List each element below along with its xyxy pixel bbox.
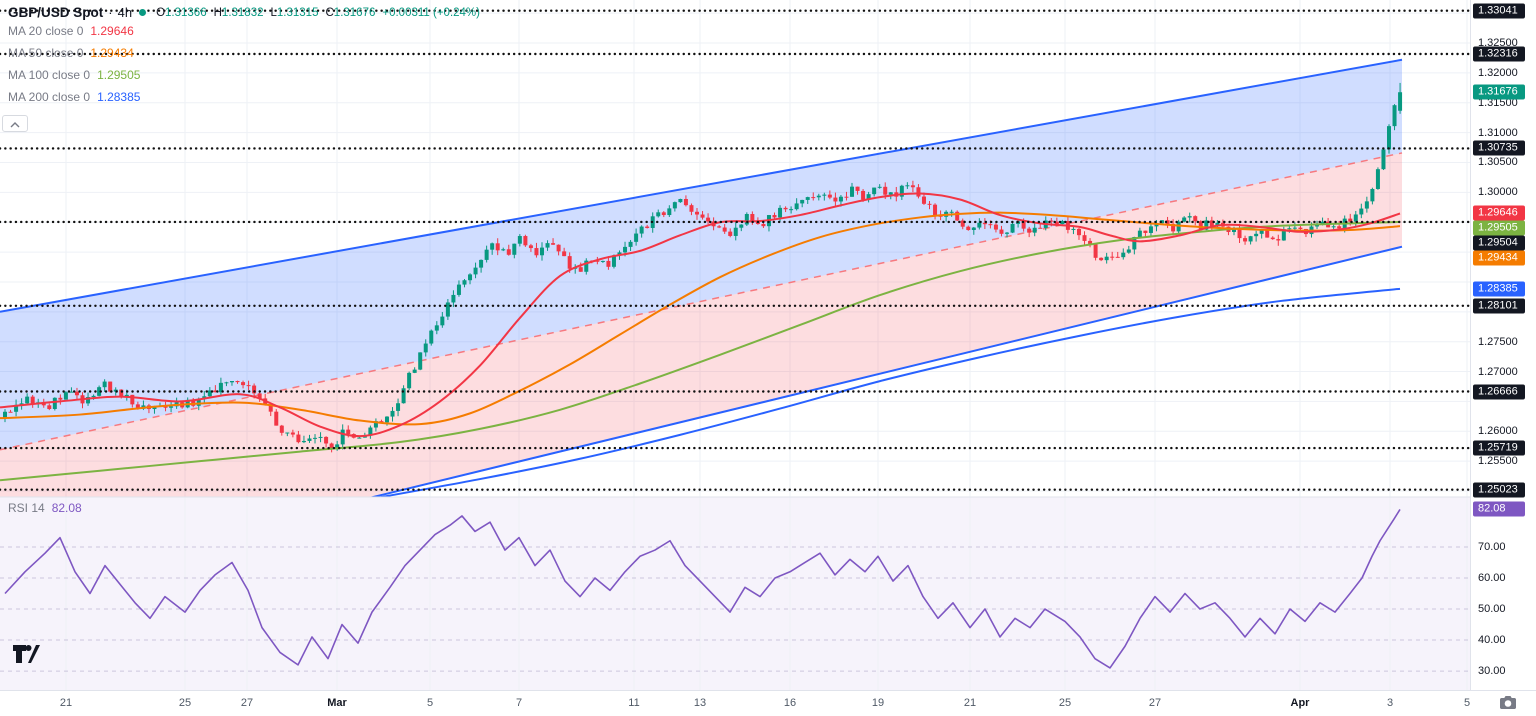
- price-axis-badge: 1.28101: [1473, 298, 1525, 314]
- change-value: +0.00311 (+0.24%): [382, 6, 480, 19]
- time-axis-label: 5: [426, 697, 434, 709]
- price-axis-badge: 1.30735: [1473, 140, 1525, 156]
- time-axis-label: 27: [1148, 697, 1162, 709]
- low-label: L: [270, 6, 277, 19]
- rsi-axis-label: 30.00: [1478, 665, 1506, 678]
- rsi-pane-background: [0, 497, 1470, 690]
- candles[interactable]: [3, 82, 1403, 453]
- chevron-up-icon: [10, 116, 20, 131]
- price-axis-label: 1.25500: [1478, 455, 1518, 468]
- price-axis-label: 1.30000: [1478, 186, 1518, 199]
- price-axis-badge: 1.29505: [1473, 220, 1525, 236]
- price-axis-badge: 1.29504: [1473, 235, 1525, 251]
- price-axis-label: 1.31500: [1478, 96, 1518, 109]
- price-axis-label: 1.26000: [1478, 425, 1518, 438]
- indicator-label: MA 200 close 0: [8, 90, 91, 104]
- time-axis-label: 25: [178, 697, 192, 709]
- price-axis-badge: 1.28385: [1473, 281, 1525, 297]
- time-axis-label: 27: [240, 697, 254, 709]
- title-separator: ·: [108, 5, 113, 20]
- collapse-indicators-button[interactable]: [2, 115, 28, 132]
- rsi-axis-label: 50.00: [1478, 603, 1506, 615]
- open-value: 1.31366: [165, 6, 207, 19]
- indicator-value: 1.29434: [90, 46, 134, 60]
- indicator-value: 1.29646: [90, 24, 134, 38]
- key-level-lines: [0, 9, 1470, 491]
- time-axis-label: Mar: [327, 697, 347, 709]
- price-axis-label: 1.27500: [1478, 335, 1518, 348]
- price-axis-label: 1.31000: [1478, 126, 1518, 139]
- price-axis[interactable]: 1.32500 1.32000 1.31500 1.31000 1.30500 1.300…: [1470, 0, 1536, 690]
- ma100-line[interactable]: [0, 220, 1401, 482]
- tradingview-logo[interactable]: [12, 644, 40, 673]
- trend-channel[interactable]: [0, 58, 1403, 588]
- indicator-row-4[interactable]: MA 200 close 0 1.28385: [8, 86, 480, 108]
- price-axis-badge: 1.33041: [1473, 3, 1525, 19]
- indicator-label: MA 100 close 0: [8, 68, 91, 82]
- rsi-line[interactable]: [4, 509, 1401, 669]
- price-axis-badge: 1.25719: [1473, 440, 1525, 456]
- price-axis-badge: 1.25023: [1473, 482, 1525, 498]
- indicator-row-2[interactable]: MA 50 close 0 1.29434: [8, 42, 480, 64]
- time-axis-label: 16: [783, 697, 797, 709]
- ohlc-readout: O1.31366 H1.31832 L1.31315 C1.31676 +0.0…: [156, 7, 480, 19]
- rsi-legend[interactable]: RSI 14 82.08: [8, 501, 82, 515]
- close-label: C: [325, 6, 334, 19]
- ma20-line[interactable]: [0, 192, 1401, 438]
- indicator-label: MA 50 close 0: [8, 46, 84, 60]
- price-axis-badge: 1.29646: [1473, 205, 1525, 221]
- time-axis[interactable]: 21 25 27 Mar 5 7 11 13 16 19 21 25 27 Apr 3 5: [0, 690, 1536, 716]
- time-axis-label: 11: [628, 697, 640, 709]
- price-axis-badge: 1.26666: [1473, 384, 1525, 399]
- indicator-row-3[interactable]: MA 100 close 0 1.29505: [8, 64, 480, 86]
- indicator-value: 1.29505: [97, 68, 141, 82]
- screenshot-camera-icon[interactable]: [1500, 696, 1516, 714]
- chart-legend: GBP/USD Spot · 4h O1.31366 H1.31832 L1.3…: [8, 5, 480, 108]
- indicator-value: 1.28385: [97, 90, 141, 104]
- market-open-icon: [139, 9, 147, 16]
- time-axis-label: 5: [1463, 697, 1471, 709]
- symbol-title[interactable]: GBP/USD Spot: [8, 5, 104, 20]
- price-axis-label: 1.32500: [1478, 37, 1518, 49]
- time-axis-label: 13: [693, 697, 707, 709]
- time-axis-label: 3: [1386, 697, 1394, 709]
- price-axis-badge: 1.29434: [1473, 250, 1525, 266]
- rsi-value: 82.08: [51, 501, 82, 515]
- ma50-line[interactable]: [0, 211, 1401, 426]
- open-label: O: [156, 6, 166, 19]
- rsi-label: RSI 14: [8, 501, 45, 515]
- rsi-axis-label: 60.00: [1478, 571, 1506, 584]
- price-axis-badge: 1.32316: [1473, 46, 1525, 62]
- low-value: 1.31315: [276, 6, 319, 19]
- indicator-legend: MA 20 close 0 1.29646 MA 50 close 0 1.29434…: [8, 20, 480, 108]
- interval-label[interactable]: 4h: [117, 5, 133, 20]
- time-axis-label: 21: [963, 697, 977, 709]
- time-axis-label: 7: [515, 697, 523, 709]
- time-axis-label: Apr: [1290, 697, 1310, 709]
- price-axis-badge: 1.31676: [1473, 84, 1525, 100]
- time-axis-label: 21: [59, 697, 73, 709]
- symbol-row: GBP/USD Spot · 4h O1.31366 H1.31832 L1.3…: [8, 5, 480, 20]
- indicator-label: MA 20 close 0: [8, 24, 84, 38]
- high-value: 1.31832: [221, 6, 264, 19]
- price-axis-label: 1.30500: [1478, 156, 1518, 169]
- high-label: H: [213, 6, 222, 19]
- time-axis-label: 25: [1058, 697, 1072, 709]
- price-axis-label: 1.32000: [1478, 66, 1518, 79]
- time-axis-label: 19: [871, 697, 885, 709]
- price-axis-label: 1.27000: [1478, 365, 1518, 378]
- chart-canvas[interactable]: [0, 0, 1470, 690]
- ma200-line[interactable]: [375, 287, 1401, 498]
- rsi-axis-label: 40.00: [1478, 634, 1506, 647]
- rsi-value-badge: 82.08: [1473, 501, 1525, 517]
- indicator-row-1[interactable]: MA 20 close 0 1.29646: [8, 20, 480, 42]
- rsi-axis-label: 70.00: [1478, 540, 1506, 553]
- close-value: 1.31676: [333, 6, 376, 19]
